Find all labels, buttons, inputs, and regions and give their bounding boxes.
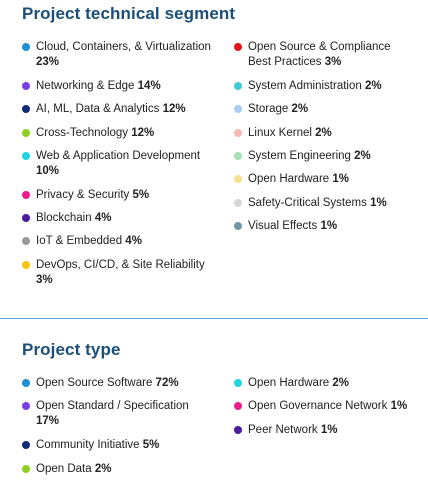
legend-value: 14% bbox=[137, 80, 161, 92]
legend-label: Visual Effects bbox=[248, 220, 318, 232]
legend-item: Visual Effects 1% bbox=[234, 219, 414, 234]
legend-value: 5% bbox=[142, 439, 160, 451]
legend-value: 1% bbox=[320, 424, 338, 436]
legend-dot-icon bbox=[234, 199, 242, 207]
legend-dot-icon bbox=[22, 105, 30, 113]
legend-label: Open Hardware bbox=[248, 377, 330, 389]
legend-item: System Engineering 2% bbox=[234, 149, 414, 164]
legend-value: 2% bbox=[332, 377, 350, 389]
legend-value: 2% bbox=[315, 127, 332, 139]
legend-value: 2% bbox=[354, 150, 371, 162]
legend-label: Community Initiative bbox=[36, 439, 140, 451]
legend-label: Storage bbox=[248, 103, 289, 115]
legend-dot-icon bbox=[22, 43, 30, 51]
legend-label: Open Source Software bbox=[36, 377, 153, 389]
legend-dot-icon bbox=[234, 402, 242, 410]
legend-item: Privacy & Security 5% bbox=[22, 188, 212, 203]
legend-value: 4% bbox=[94, 212, 112, 224]
legend-label: Web & Application Development bbox=[36, 150, 201, 162]
legend-value: 3% bbox=[324, 56, 342, 68]
legend-value: 17% bbox=[36, 415, 60, 427]
legend-item: Cloud, Containers, & Virtualization 23% bbox=[22, 40, 212, 70]
legend-label: Open Governance Network bbox=[248, 400, 388, 412]
legend-item: Open Governance Network 1% bbox=[234, 399, 414, 414]
legend-item: Networking & Edge 14% bbox=[22, 79, 212, 94]
legend-value: 12% bbox=[162, 103, 186, 115]
legend-value: 4% bbox=[125, 235, 142, 247]
legend-label: Blockchain bbox=[36, 212, 92, 224]
legend-label: Privacy & Security bbox=[36, 189, 130, 201]
legend-label: AI, ML, Data & Analytics bbox=[36, 103, 160, 115]
legend-item: IoT & Embedded 4% bbox=[22, 234, 212, 249]
legend-label: Open Standard / Specification bbox=[36, 400, 189, 412]
legend-dot-icon bbox=[22, 237, 30, 245]
legend-label: Linux Kernel bbox=[248, 127, 312, 139]
legend-label: Safety-Critical Systems bbox=[248, 197, 367, 209]
legend-item: Linux Kernel 2% bbox=[234, 126, 414, 141]
legend-dot-icon bbox=[234, 379, 242, 387]
legend-label: Open Hardware bbox=[248, 173, 330, 185]
legend-value: 5% bbox=[132, 189, 150, 201]
legend-value: 1% bbox=[390, 400, 408, 412]
legend-dot-icon bbox=[234, 152, 242, 160]
legend-value: 1% bbox=[332, 173, 350, 185]
legend-label: IoT & Embedded bbox=[36, 235, 123, 247]
legend-item: Web & Application Development 10% bbox=[22, 149, 212, 179]
legend-dot-icon bbox=[234, 175, 242, 183]
legend-item: AI, ML, Data & Analytics 12% bbox=[22, 102, 212, 117]
legend-value: 23% bbox=[36, 56, 60, 68]
legend-item: Peer Network 1% bbox=[234, 423, 414, 438]
legend-value: 2% bbox=[94, 463, 112, 475]
technical-segment-title: Project technical segment bbox=[22, 4, 236, 23]
legend-item: Safety-Critical Systems 1% bbox=[234, 196, 414, 211]
legend-value: 1% bbox=[320, 220, 338, 232]
legend-label: Networking & Edge bbox=[36, 80, 135, 92]
legend-label: Open Source & Compliance Best Practices bbox=[248, 41, 391, 68]
legend-item: DevOps, CI/CD, & Site Reliability 3% bbox=[22, 258, 212, 288]
legend-item: Storage 2% bbox=[234, 102, 414, 117]
legend-dot-icon bbox=[22, 152, 30, 160]
legend-dot-icon bbox=[22, 441, 30, 449]
legend-label: Peer Network bbox=[248, 424, 318, 436]
legend-item: Open Source Software 72% bbox=[22, 376, 212, 391]
legend-dot-icon bbox=[234, 222, 242, 230]
legend-value: 2% bbox=[291, 103, 309, 115]
legend-dot-icon bbox=[22, 214, 30, 222]
legend-dot-icon bbox=[234, 105, 242, 113]
legend-item: Open Standard / Specification 17% bbox=[22, 399, 212, 429]
legend-value: 10% bbox=[36, 165, 60, 177]
legend-dot-icon bbox=[234, 129, 242, 137]
legend-item: Open Data 2% bbox=[22, 462, 212, 477]
legend-label: Cross-Technology bbox=[36, 127, 129, 139]
legend-label: System Engineering bbox=[248, 150, 351, 162]
legend-item: Open Hardware 2% bbox=[234, 376, 414, 391]
legend-item: Open Source & Compliance Best Practices … bbox=[234, 40, 414, 70]
legend-dot-icon bbox=[234, 82, 242, 90]
legend-label: Cloud, Containers, & Virtualization bbox=[36, 41, 211, 53]
legend-dot-icon bbox=[22, 261, 30, 269]
legend-item: Open Hardware 1% bbox=[234, 172, 414, 187]
legend-item: Blockchain 4% bbox=[22, 211, 212, 226]
legend-dot-icon bbox=[22, 191, 30, 199]
legend-dot-icon bbox=[22, 402, 30, 410]
legend-label: System Administration bbox=[248, 80, 362, 92]
legend-value: 12% bbox=[131, 127, 155, 139]
legend-value: 3% bbox=[36, 274, 53, 286]
section-divider bbox=[0, 318, 428, 319]
legend-value: 72% bbox=[155, 377, 179, 389]
legend-dot-icon bbox=[234, 43, 242, 51]
legend-item: Cross-Technology 12% bbox=[22, 126, 212, 141]
legend-dot-icon bbox=[22, 82, 30, 90]
legend-label: DevOps, CI/CD, & Site Reliability bbox=[36, 259, 205, 271]
legend-item: Community Initiative 5% bbox=[22, 438, 212, 453]
legend-dot-icon bbox=[22, 465, 30, 473]
legend-value: 2% bbox=[364, 80, 382, 92]
legend-dot-icon bbox=[22, 379, 30, 387]
legend-item: System Administration 2% bbox=[234, 79, 414, 94]
legend-dot-icon bbox=[22, 129, 30, 137]
legend-dot-icon bbox=[234, 426, 242, 434]
legend-value: 1% bbox=[370, 197, 387, 209]
project-type-title: Project type bbox=[22, 340, 121, 359]
legend-label: Open Data bbox=[36, 463, 92, 475]
